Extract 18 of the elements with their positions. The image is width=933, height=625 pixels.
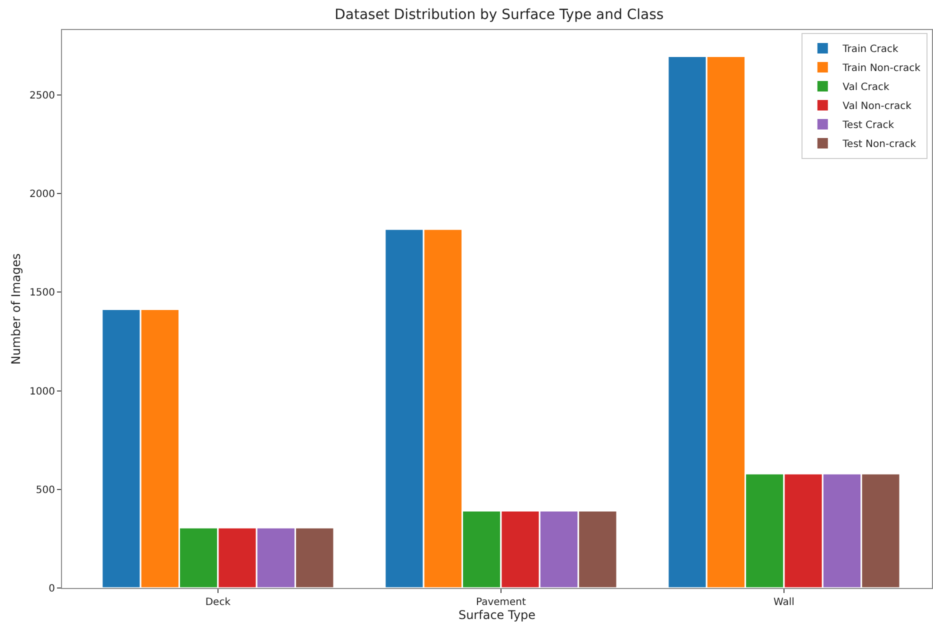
legend-label: Val Crack [842,82,890,94]
y-tick-label: 2500 [30,90,55,102]
chart-title: Dataset Distribution by Surface Type and Class [334,7,664,24]
legend-label: Test Non-crack [842,139,916,150]
y-tick-label: 0 [48,584,55,594]
legend-label: Train Crack [842,44,899,56]
x-tick-label: Wall [774,597,794,608]
x-tick-label: Deck [205,597,231,608]
legend-label: Test Crack [842,120,894,132]
y-tick-label: 1000 [30,386,55,398]
legend-label: Val Non-crack [842,101,912,112]
legend-label: Train Non-crack [842,63,921,74]
y-tick-label: 1500 [30,288,55,299]
x-tick-label: Pavement [476,597,526,608]
y-axis-title: Number of Images [8,253,23,365]
y-tick-label: 500 [36,484,55,496]
y-tick-label: 2000 [30,189,55,200]
x-axis-title: Surface Type [458,608,536,622]
